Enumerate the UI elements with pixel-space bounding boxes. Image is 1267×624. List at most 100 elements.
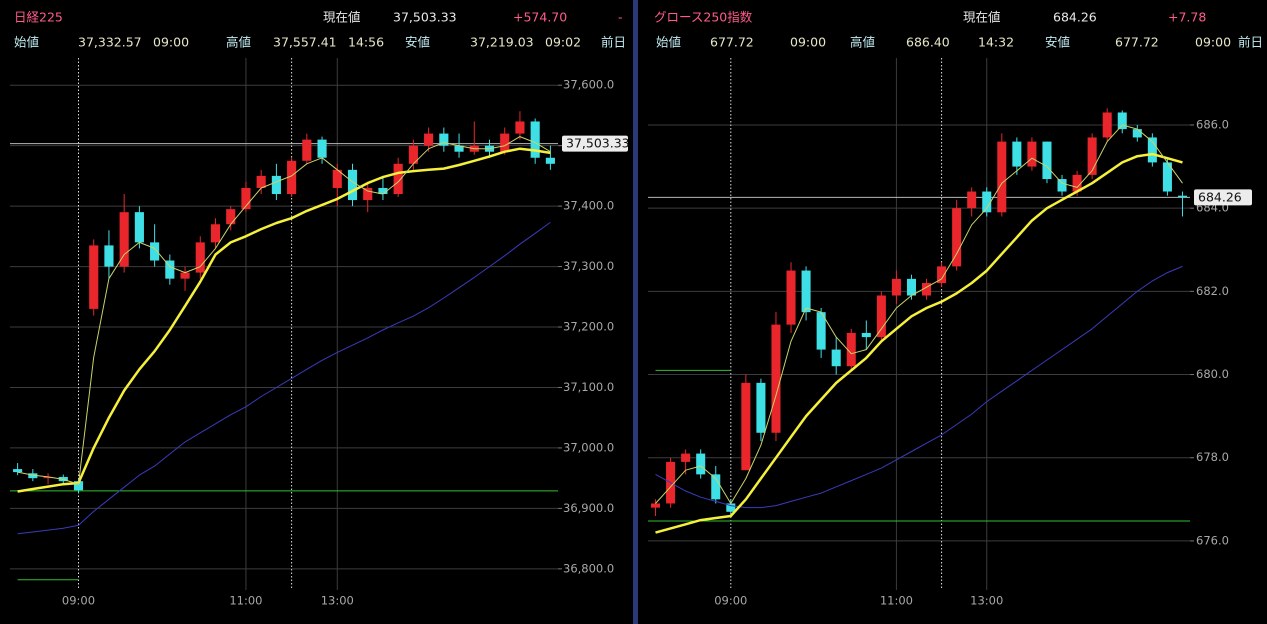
ma-line bbox=[17, 147, 551, 493]
candle-body bbox=[1162, 162, 1172, 192]
candle-body bbox=[801, 270, 811, 313]
quote-dash: - bbox=[618, 10, 623, 25]
y-tick-label: 37,600.0 bbox=[563, 78, 614, 92]
ma-line bbox=[655, 124, 1183, 504]
candle-body bbox=[317, 139, 327, 158]
quote-high-label: 高値 bbox=[850, 35, 875, 50]
quote-low: 677.72 bbox=[1115, 35, 1159, 50]
last-price-label: 37,503.33 bbox=[566, 136, 630, 151]
candle-body bbox=[756, 382, 766, 433]
last-price-label: 684.26 bbox=[1198, 189, 1242, 204]
candle-body bbox=[89, 245, 99, 309]
quote-high: 37,557.41 bbox=[273, 35, 337, 50]
quote-current: 37,503.33 bbox=[393, 10, 457, 25]
last-price-tag bbox=[562, 135, 628, 152]
candle-body bbox=[210, 224, 221, 243]
y-tick-label: 37,000.0 bbox=[563, 440, 614, 454]
candle-body bbox=[500, 133, 510, 152]
x-tick-label: 09:00 bbox=[714, 594, 747, 608]
candle-body bbox=[1102, 112, 1112, 138]
quote-open-time: 09:00 bbox=[790, 35, 826, 50]
panel-divider bbox=[633, 0, 638, 624]
candle-body bbox=[651, 503, 661, 508]
quote-high-time: 14:32 bbox=[978, 35, 1014, 50]
candle-body bbox=[1117, 112, 1127, 130]
quote-open: 37,332.57 bbox=[78, 35, 142, 50]
quote-current-label: 現在値 bbox=[963, 10, 1001, 25]
candle-body bbox=[393, 163, 403, 195]
ma-line bbox=[655, 152, 1183, 534]
x-tick-label: 09:00 bbox=[62, 594, 95, 608]
quote-change: +574.70 bbox=[513, 10, 567, 25]
y-tick-label: 676.0 bbox=[1196, 533, 1229, 547]
y-tick-label: 686.0 bbox=[1196, 117, 1229, 131]
candle-body bbox=[1177, 195, 1187, 198]
candle-body bbox=[73, 481, 84, 491]
candle-body bbox=[424, 133, 434, 146]
candle-body bbox=[891, 278, 901, 296]
x-tick-label: 13:00 bbox=[321, 594, 354, 608]
y-tick-label: 37,400.0 bbox=[563, 199, 614, 213]
candle-body bbox=[515, 121, 525, 134]
candle-body bbox=[876, 295, 886, 338]
quote-low-label: 安値 bbox=[1045, 35, 1070, 50]
candle-body bbox=[786, 270, 796, 325]
last-price-tag bbox=[1194, 189, 1252, 206]
x-tick-label: 11:00 bbox=[229, 594, 262, 608]
candle-body bbox=[1012, 141, 1022, 167]
candle-body bbox=[997, 141, 1007, 213]
candle-body bbox=[681, 453, 691, 462]
quote-high: 686.40 bbox=[906, 35, 950, 50]
candle-body bbox=[378, 187, 388, 195]
candle-body bbox=[241, 187, 251, 210]
candle-body bbox=[28, 473, 38, 479]
candle-body bbox=[967, 191, 977, 209]
panel: グロース250指数 現在値 684.26 +7.78 始値 677.72 09:00 高値 68… bbox=[648, 10, 1263, 608]
y-tick-label: 37,200.0 bbox=[563, 320, 614, 334]
candle-body bbox=[13, 469, 23, 473]
candle-body bbox=[332, 169, 342, 188]
quote-open: 677.72 bbox=[710, 35, 754, 50]
quote-title: 日経225 bbox=[14, 10, 63, 25]
candle-body bbox=[922, 283, 932, 296]
x-tick-label: 13:00 bbox=[970, 594, 1003, 608]
y-tick-label: 682.0 bbox=[1196, 284, 1229, 298]
y-tick-label: 37,300.0 bbox=[563, 259, 614, 273]
quote-high-time: 14:56 bbox=[348, 35, 384, 50]
quote-current: 684.26 bbox=[1053, 10, 1097, 25]
quote-low: 37,219.03 bbox=[470, 35, 534, 50]
candle-body bbox=[1042, 141, 1052, 180]
candle-body bbox=[256, 175, 266, 188]
candle-body bbox=[906, 278, 916, 296]
candle-body bbox=[287, 160, 297, 195]
x-tick-label: 11:00 bbox=[880, 594, 913, 608]
candle-body bbox=[104, 245, 114, 267]
candle-body bbox=[165, 260, 175, 279]
ma-line bbox=[655, 265, 1183, 509]
candle-body bbox=[1072, 174, 1082, 192]
candle-body bbox=[1132, 129, 1142, 138]
y-tick-label: 37,100.0 bbox=[563, 380, 614, 394]
quote-low-time: 09:00 bbox=[1195, 35, 1231, 50]
candle-body bbox=[1057, 179, 1067, 192]
quote-low-label: 安値 bbox=[405, 35, 430, 50]
quote-current-label: 現在値 bbox=[323, 10, 361, 25]
candle-body bbox=[1147, 137, 1157, 163]
candle-body bbox=[545, 157, 555, 164]
candle-body bbox=[180, 272, 190, 279]
y-tick-label: 678.0 bbox=[1196, 450, 1229, 464]
candle-body bbox=[439, 133, 449, 146]
quote-open-label: 始値 bbox=[14, 35, 39, 50]
candle-body bbox=[937, 266, 947, 284]
candle-body bbox=[150, 242, 160, 261]
candle-body bbox=[861, 332, 871, 338]
candle-body bbox=[771, 324, 781, 433]
candle-body bbox=[271, 175, 281, 195]
quote-open-time: 09:00 bbox=[153, 35, 189, 50]
candle-body bbox=[711, 474, 721, 500]
candle-body bbox=[363, 187, 373, 201]
ma-line bbox=[17, 221, 551, 535]
candle-body bbox=[696, 453, 706, 475]
candle-body bbox=[831, 349, 841, 367]
quote-change: +7.78 bbox=[1168, 10, 1206, 25]
